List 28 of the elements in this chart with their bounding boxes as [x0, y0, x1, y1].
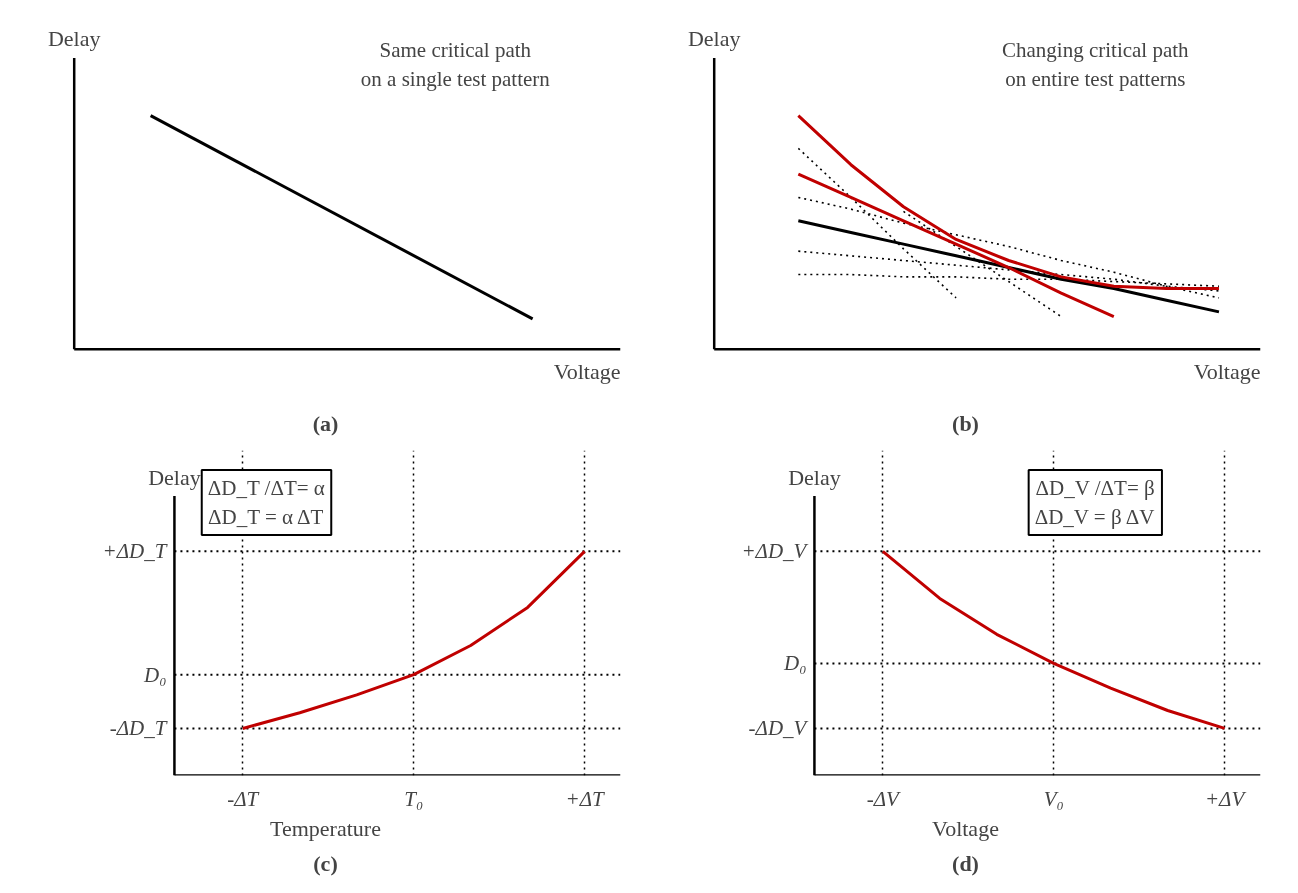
- text: Changing critical path on entire test patterns: [1001, 38, 1190, 92]
- y-axis-title: Delay: [788, 464, 841, 490]
- ref-line-label: D₀: [782, 651, 807, 676]
- ref-line-label: -ΔD_V: [748, 716, 809, 741]
- ref-line-label: +ΔD_T: [102, 539, 168, 564]
- ref-line-label: D₀: [142, 662, 167, 687]
- x-axis-title: Voltage: [553, 359, 621, 385]
- x-axis-title: Voltage: [1193, 359, 1261, 385]
- x-tick-label: V₀: [1043, 786, 1064, 811]
- text: Same critical path on a single test pattern: [360, 38, 551, 92]
- ref-line-label: +ΔD_V: [741, 539, 809, 564]
- x-tick-label: -ΔT: [227, 786, 260, 811]
- x-tick-label: +ΔV: [1204, 786, 1247, 811]
- y-axis-title: Delay: [148, 464, 201, 490]
- x-axis-title: Temperature: [270, 815, 381, 841]
- x-tick-label: +ΔT: [565, 786, 606, 811]
- text: ΔD_V /ΔT= β ΔD_V = β ΔV: [1034, 476, 1155, 529]
- text: (b): [952, 410, 979, 436]
- text: (d): [952, 850, 979, 876]
- x-axis-title: Voltage: [932, 815, 999, 841]
- ref-line-label: -ΔD_T: [109, 716, 168, 741]
- x-tick-label: -ΔV: [866, 786, 902, 811]
- y-axis-title: Delay: [47, 26, 101, 52]
- y-axis-title: Delay: [687, 26, 741, 52]
- text: (c): [313, 850, 338, 876]
- x-tick-label: T₀: [404, 786, 424, 811]
- text: ΔD_T /ΔT= α ΔD_T = α ΔT: [207, 476, 325, 529]
- text: (a): [312, 410, 339, 436]
